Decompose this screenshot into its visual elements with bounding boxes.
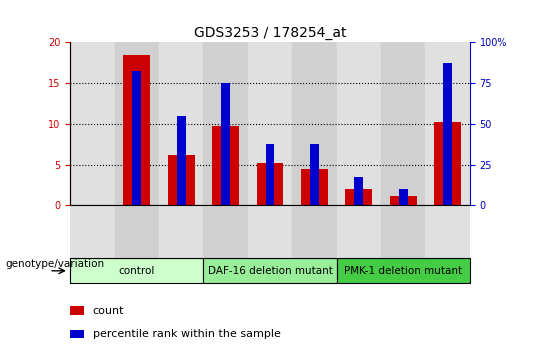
Bar — [159, 205, 204, 258]
Bar — [204, 258, 336, 283]
Text: PMK-1 deletion mutant: PMK-1 deletion mutant — [344, 266, 462, 276]
Bar — [70, 258, 204, 283]
Bar — [426, 205, 470, 258]
Bar — [70, 205, 114, 258]
Bar — [301, 169, 328, 205]
Text: percentile rank within the sample: percentile rank within the sample — [92, 330, 280, 339]
Bar — [248, 205, 292, 258]
Text: genotype/variation: genotype/variation — [5, 259, 105, 269]
Bar — [292, 205, 336, 258]
Title: GDS3253 / 178254_at: GDS3253 / 178254_at — [194, 26, 346, 40]
Bar — [124, 55, 150, 205]
Bar — [336, 258, 470, 283]
Bar — [114, 42, 159, 205]
Bar — [434, 122, 461, 205]
Bar — [70, 306, 84, 315]
Bar — [70, 42, 114, 205]
Bar — [390, 196, 416, 205]
Bar — [256, 163, 284, 205]
Bar — [399, 189, 408, 205]
Bar — [114, 205, 159, 258]
Bar — [354, 177, 363, 205]
Bar — [212, 126, 239, 205]
Bar — [381, 205, 426, 258]
Bar — [221, 83, 230, 205]
Bar — [204, 42, 248, 205]
Text: control: control — [119, 266, 155, 276]
Bar — [132, 71, 141, 205]
Text: DAF-16 deletion mutant: DAF-16 deletion mutant — [207, 266, 333, 276]
Bar — [310, 144, 319, 205]
Bar — [443, 63, 452, 205]
Bar — [292, 42, 336, 205]
Bar — [336, 205, 381, 258]
Bar — [248, 42, 292, 205]
Bar — [177, 116, 186, 205]
Bar — [204, 205, 248, 258]
Bar — [266, 144, 274, 205]
Bar — [70, 330, 84, 338]
Bar — [159, 42, 204, 205]
Bar — [168, 155, 194, 205]
Bar — [381, 42, 426, 205]
Bar — [426, 42, 470, 205]
Text: count: count — [92, 306, 124, 316]
Bar — [346, 189, 372, 205]
Bar — [336, 42, 381, 205]
